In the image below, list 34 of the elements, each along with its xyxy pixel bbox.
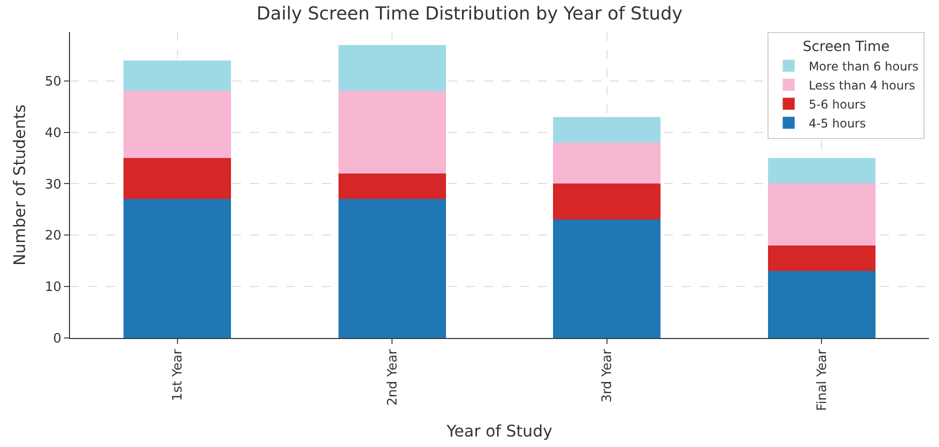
x-tick-label: 1st Year — [170, 348, 186, 401]
bar — [124, 91, 232, 158]
bar — [553, 116, 661, 143]
bar — [553, 184, 661, 220]
y-tick-label: 40 — [44, 126, 62, 141]
x-axis-title: Year of Study — [446, 422, 552, 441]
bar — [124, 158, 232, 200]
bar — [124, 199, 232, 338]
bar — [768, 158, 876, 184]
legend-label: 4-5 hours — [808, 116, 866, 130]
x-tick-label: Final Year — [814, 348, 830, 411]
bar — [553, 220, 661, 338]
bar — [338, 199, 446, 338]
legend-label: 5-6 hours — [808, 97, 866, 112]
bar — [553, 142, 661, 184]
y-tick-label: 0 — [53, 332, 62, 347]
y-tick-label: 30 — [44, 177, 62, 192]
y-axis-title: Number of Students — [10, 104, 29, 266]
chart-title: Daily Screen Time Distribution by Year of Study — [256, 3, 683, 24]
bar — [338, 91, 446, 174]
bar — [768, 271, 876, 338]
bar — [768, 245, 876, 272]
x-tick-label: 2nd Year — [385, 348, 400, 406]
bar — [338, 44, 446, 92]
y-tick-label: 20 — [44, 228, 62, 244]
bar — [338, 173, 446, 200]
x-tick-label: 3rd Year — [600, 348, 616, 402]
y-tick-label: 10 — [44, 280, 62, 296]
bar — [124, 60, 232, 92]
legend-label: Less than 4 hours — [808, 78, 916, 92]
legend-title: Screen Time — [802, 39, 890, 56]
bar — [768, 184, 876, 246]
y-tick-label: 50 — [44, 74, 62, 90]
legend-label: More than 6 hours — [808, 59, 919, 74]
